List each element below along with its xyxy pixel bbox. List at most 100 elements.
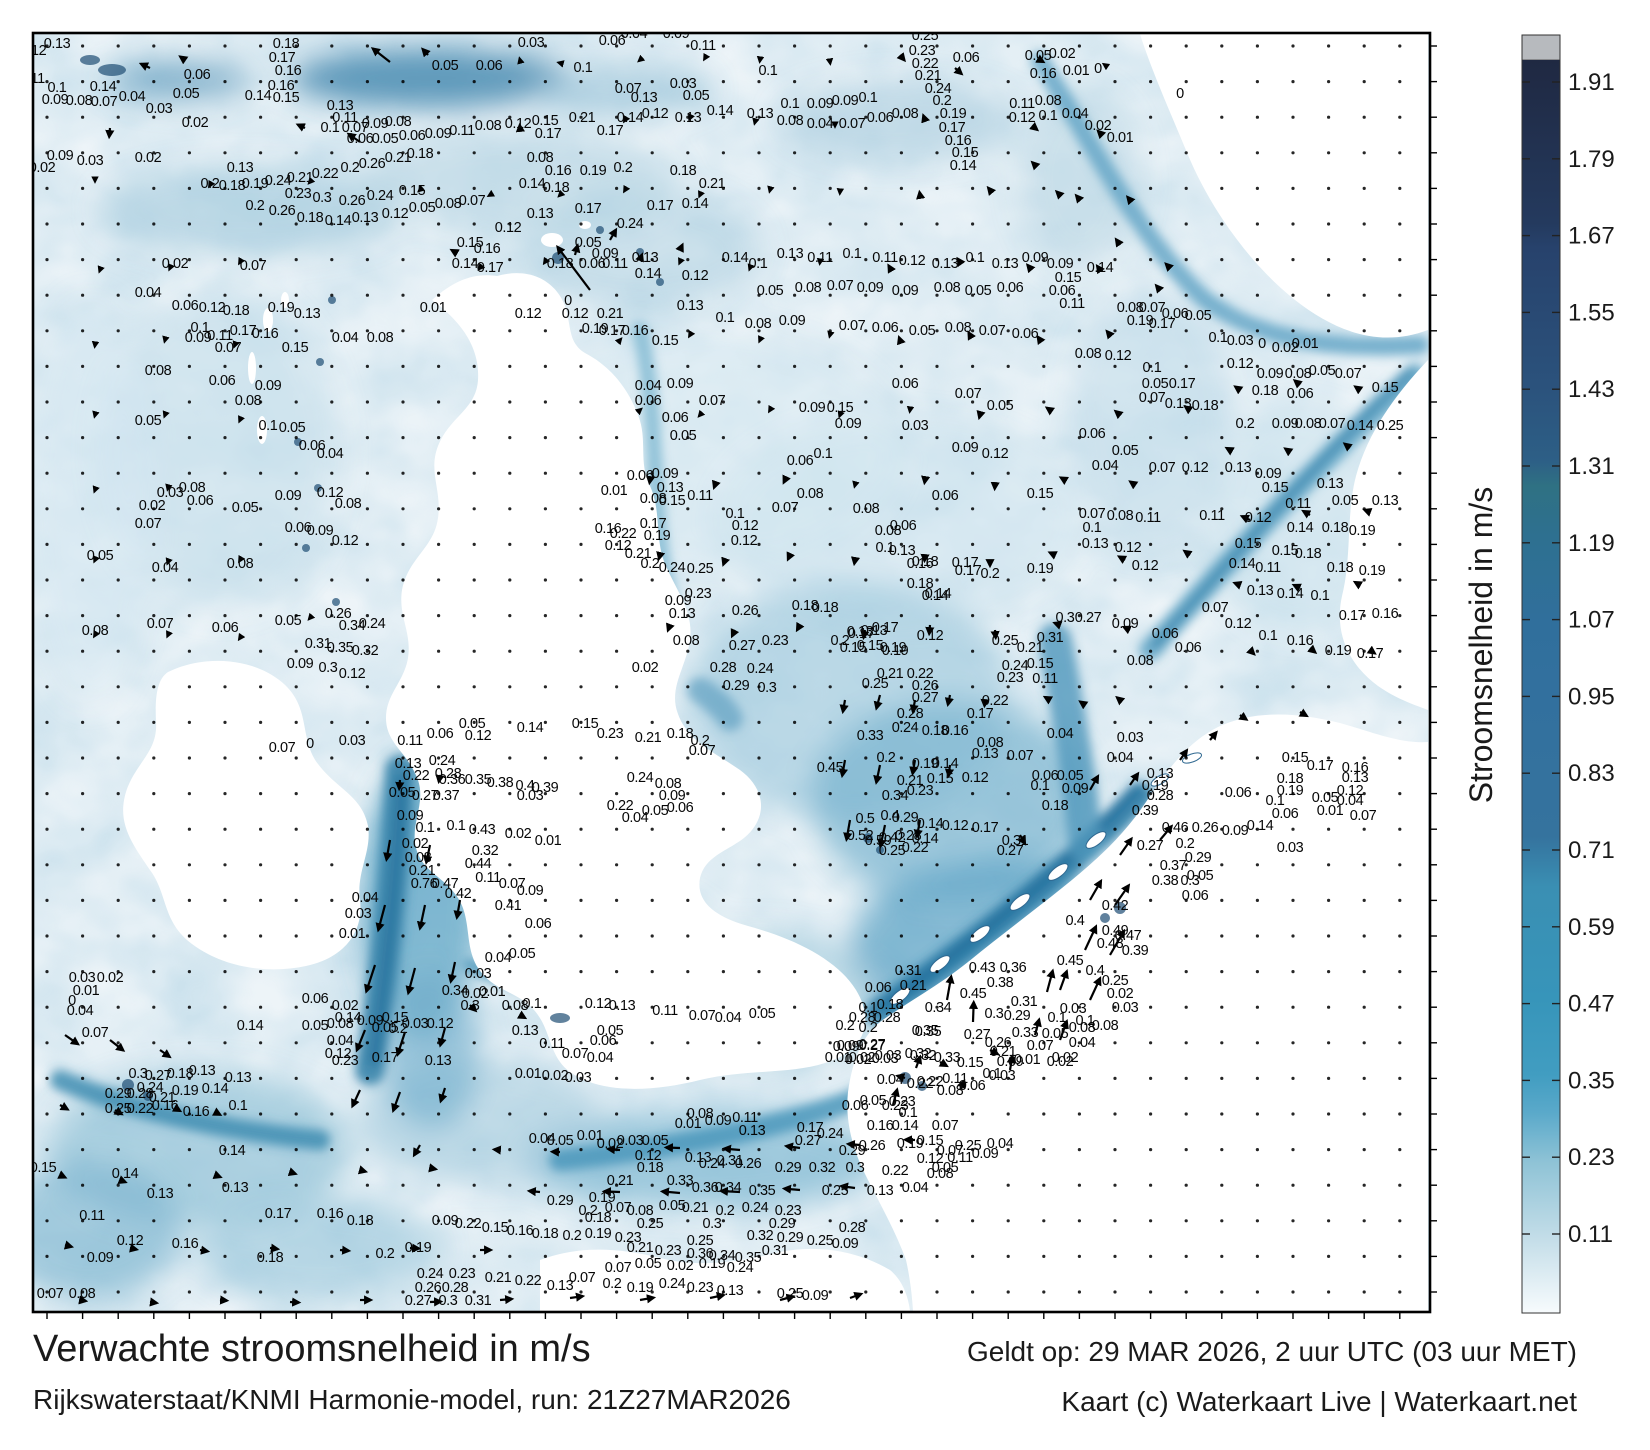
grid-dot [686, 649, 690, 653]
current-value-label: 0.2 [691, 733, 710, 749]
grid-dot [579, 80, 583, 84]
grid-dot [971, 400, 975, 404]
grid-dot [116, 898, 120, 903]
grid-dot [543, 542, 548, 547]
grid-dot [1006, 1076, 1010, 1080]
grid-dot [1362, 1005, 1366, 1009]
current-value-label: 0.05 [459, 716, 486, 732]
grid-dot [116, 614, 120, 618]
grid-dot [1220, 720, 1224, 725]
grid-dot [757, 222, 761, 226]
current-arrow [405, 967, 417, 996]
current-arrow [499, 1294, 515, 1305]
current-value-label: 0.04 [135, 285, 162, 301]
grid-dot [223, 400, 227, 404]
current-value-label: 0.17 [797, 1120, 824, 1136]
grid-dot [401, 863, 405, 867]
grid-dot [1291, 80, 1295, 84]
current-value-label: 0.18 [667, 726, 694, 742]
grid-dot [508, 1183, 512, 1187]
grid-dot [330, 1183, 334, 1187]
grid-dot [1006, 507, 1010, 511]
grid-dot [899, 471, 904, 475]
grid-dot [793, 898, 797, 903]
current-arrow [57, 1170, 68, 1179]
grid-dot [1006, 934, 1010, 938]
grid-dot [1362, 471, 1366, 475]
grid-dot [721, 436, 726, 440]
grid-dot [971, 364, 975, 368]
current-value-label: 0.27 [964, 1027, 991, 1043]
current-value-label: 0.06 [1162, 306, 1189, 322]
grid-dot [116, 222, 120, 226]
current-value-label: 0.14 [917, 816, 944, 832]
current-value-label: 0.03 [617, 1133, 644, 1149]
grid-dot [579, 222, 583, 226]
grid-dot [1362, 329, 1366, 333]
current-value-label: 0.08 [853, 501, 880, 517]
grid-dot [1220, 222, 1224, 226]
grid-dot [1077, 151, 1081, 155]
current-arrow [1128, 480, 1139, 490]
current-value-label: 0.36 [687, 1246, 714, 1262]
grid-dot [187, 934, 191, 938]
current-value-label: 0.09 [425, 126, 452, 142]
grid-dot [81, 364, 85, 368]
grid-dot [223, 151, 227, 155]
grid-dot [615, 507, 619, 511]
grid-dot [152, 1076, 156, 1080]
grid-dot [152, 827, 156, 831]
grid-dot [1327, 578, 1331, 582]
current-arrow [1036, 334, 1046, 346]
grid-dot [721, 649, 726, 653]
current-value-label: 0.14 [925, 586, 952, 602]
grid-dot [686, 186, 690, 190]
current-value-label: 0.12 [635, 1148, 662, 1164]
current-arrow [370, 47, 391, 63]
grid-dot [330, 329, 334, 333]
current-value-label: 0.03 [872, 1051, 899, 1067]
current-value-label: 0.19 [242, 176, 269, 192]
current-arrow [409, 1243, 422, 1253]
current-value-label: 0.17 [535, 126, 562, 142]
grid-dot [1149, 115, 1153, 119]
grid-dot [864, 827, 868, 831]
current-value-label: 0.01 [73, 983, 100, 999]
grid-dot [1220, 1076, 1224, 1080]
current-arrow [1032, 1017, 1042, 1036]
current-value-label: 0.14 [1277, 586, 1304, 602]
grid-dot [508, 471, 512, 475]
current-value-label: 0.15 [1372, 380, 1399, 396]
current-arrow [768, 404, 776, 414]
current-value-label: 0.1 [259, 418, 278, 434]
current-value-label: 0.09 [47, 148, 74, 164]
grid-dot [223, 792, 227, 796]
current-arrow [1054, 189, 1065, 200]
current-value-label: 0.19 [1325, 643, 1352, 659]
grid-dot [935, 1005, 939, 1009]
current-value-label: 0.15 [482, 1220, 509, 1236]
grid-dot [757, 436, 761, 440]
current-value-label: 0.22 [610, 526, 637, 542]
grid-dot [579, 614, 583, 618]
grid-dot [472, 507, 476, 511]
current-arrow [357, 1165, 369, 1175]
grid-dot [294, 329, 298, 333]
grid-dot [828, 507, 832, 511]
grid-dot [864, 1254, 868, 1258]
grid-dot [1220, 578, 1224, 582]
grid-dot [152, 1005, 156, 1009]
grid-dot [294, 898, 298, 903]
current-value-label: 0.07 [937, 1143, 964, 1159]
current-arrow [990, 629, 1000, 641]
current-value-label: 0.06 [953, 50, 980, 66]
current-value-label: 0.08 [797, 486, 824, 502]
map-title: Verwachte stroomsnelheid in m/s [33, 1328, 591, 1370]
grid-dot [294, 934, 298, 938]
grid-dot [1149, 258, 1153, 262]
current-value-label: 0.17 [955, 563, 982, 579]
grid-dot [899, 1290, 904, 1294]
grid-dot [828, 222, 832, 226]
colorbar-tick-label: 1.67 [1568, 223, 1615, 250]
current-value-label: 0.19 [1127, 313, 1154, 329]
